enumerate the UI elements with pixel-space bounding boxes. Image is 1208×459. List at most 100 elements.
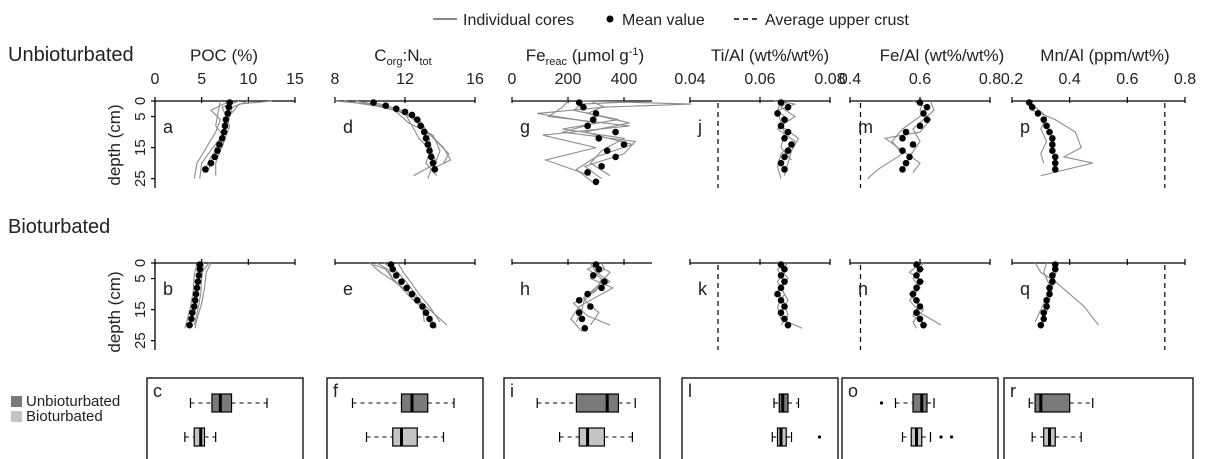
- mean-point: [188, 315, 195, 323]
- mean-point: [777, 296, 785, 304]
- panel-fe_al-bio: n: [849, 259, 991, 350]
- panel-title-fe-reac: Fereac (μmol g-1): [526, 46, 644, 68]
- mean-point: [899, 147, 906, 155]
- mean-point: [1051, 265, 1059, 273]
- mean-point: [194, 278, 202, 285]
- mean-point: [595, 134, 603, 142]
- mean-point: [1046, 290, 1053, 298]
- mean-point: [902, 128, 910, 136]
- panel-title-cn: Corg:Ntot: [374, 46, 431, 68]
- mean-point: [424, 141, 432, 148]
- mean-point: [1043, 303, 1050, 310]
- boxplot-fe_reac: i: [503, 377, 661, 459]
- mean-point: [225, 103, 233, 111]
- mean-point: [413, 296, 421, 304]
- box-bio: [392, 427, 418, 447]
- mean-point: [916, 99, 924, 106]
- boxplot-frame: [326, 377, 484, 459]
- boxplot-frame: [1003, 377, 1194, 459]
- mean-point: [426, 315, 433, 323]
- mean-point: [1046, 128, 1053, 136]
- individual-core-line: [184, 262, 198, 329]
- individual-core-line: [343, 100, 438, 177]
- mean-point: [612, 128, 619, 136]
- panel-letter: r: [1010, 381, 1016, 401]
- mean-point: [1049, 147, 1056, 155]
- legend-individual-label: Individual cores: [463, 12, 574, 29]
- individual-core-line: [908, 262, 928, 326]
- mean-point: [1046, 284, 1053, 292]
- mean-point: [906, 153, 913, 161]
- panel-title-fe-al: Fe/Al (wt%/wt%): [880, 46, 1005, 65]
- panel-cn-unbio: d: [334, 97, 476, 179]
- mean-point: [584, 122, 591, 130]
- x-tick-label-poc: 15: [286, 71, 304, 88]
- individual-core-line: [194, 262, 212, 329]
- mean-point: [429, 159, 437, 167]
- boxplot-poc: c: [146, 377, 304, 459]
- mean-point: [1034, 110, 1042, 117]
- panel-title-mn-al: Mn/Al (ppm/wt%): [1040, 46, 1169, 65]
- mean-point: [1049, 134, 1056, 142]
- panel-letter: a: [163, 117, 174, 137]
- boxplot-frame: [681, 377, 839, 459]
- mean-point: [777, 122, 785, 130]
- box-bio: [578, 427, 606, 447]
- mean-point: [913, 261, 920, 268]
- mean-point: [189, 309, 196, 317]
- x-tick-label-fe_al: 0.6: [909, 71, 931, 88]
- mean-point: [913, 296, 920, 304]
- box-legend-bio-swatch: [11, 411, 22, 422]
- panel-letter: m: [858, 117, 873, 137]
- x-tick-label-fe_reac: 400: [611, 71, 638, 88]
- mean-point: [923, 116, 931, 123]
- box-unbio: [912, 393, 928, 413]
- mean-point: [909, 141, 917, 148]
- mean-point: [1051, 166, 1059, 173]
- panel-fe_reac-unbio: g: [511, 97, 692, 186]
- panel-mn_al-unbio: p: [1011, 97, 1186, 188]
- mean-point: [413, 116, 421, 123]
- mean-point: [913, 284, 920, 292]
- mean-point: [196, 261, 204, 268]
- outlier-bio: [817, 435, 822, 439]
- y-tick-label: 5: [132, 274, 149, 282]
- mean-point: [1028, 103, 1036, 111]
- x-tick-label-cn: 12: [396, 71, 414, 88]
- mean-point: [784, 128, 792, 136]
- mean-point: [909, 290, 917, 298]
- mean-point: [392, 105, 400, 113]
- mean-point: [207, 159, 215, 167]
- individual-core-line: [1034, 262, 1051, 323]
- panel-letter: n: [858, 279, 868, 299]
- mean-point: [777, 272, 785, 279]
- x-tick-label-poc: 10: [239, 71, 257, 88]
- x-tick-label-mn_al: 0.8: [1174, 71, 1196, 88]
- mean-point: [598, 162, 605, 170]
- mean-point: [389, 265, 397, 273]
- mean-point: [784, 147, 792, 155]
- mean-point: [777, 261, 785, 268]
- mean-point: [575, 309, 583, 317]
- mean-point: [195, 272, 203, 279]
- mean-point: [1051, 261, 1059, 268]
- x-tick-label-mn_al: 0.6: [1116, 71, 1138, 88]
- panel-letter: j: [697, 117, 702, 137]
- y-tick-label: 0: [132, 97, 149, 105]
- box-legend: Unbioturbated Bioturbated: [11, 393, 120, 425]
- x-tick-label-cn: 8: [331, 71, 340, 88]
- individual-core-line: [867, 100, 928, 180]
- mean-point: [370, 99, 377, 106]
- mean-point: [398, 278, 405, 285]
- x-tick-label-ti_al: 0.06: [744, 71, 775, 88]
- mean-point: [220, 128, 228, 136]
- row-label-unbioturbated: Unbioturbated: [8, 44, 134, 66]
- depth-axis-title-bottom: depth (cm): [105, 271, 124, 352]
- x-tick-label-fe_al: 0.8: [979, 71, 1001, 88]
- x-tick-label-ti_al: 0.04: [674, 71, 705, 88]
- box-legend-bio-label: Bioturbated: [26, 408, 103, 425]
- legend-mean-label: Mean value: [622, 12, 705, 29]
- mean-point: [584, 290, 591, 298]
- x-tick-label-fe_al: 0.4: [839, 71, 861, 88]
